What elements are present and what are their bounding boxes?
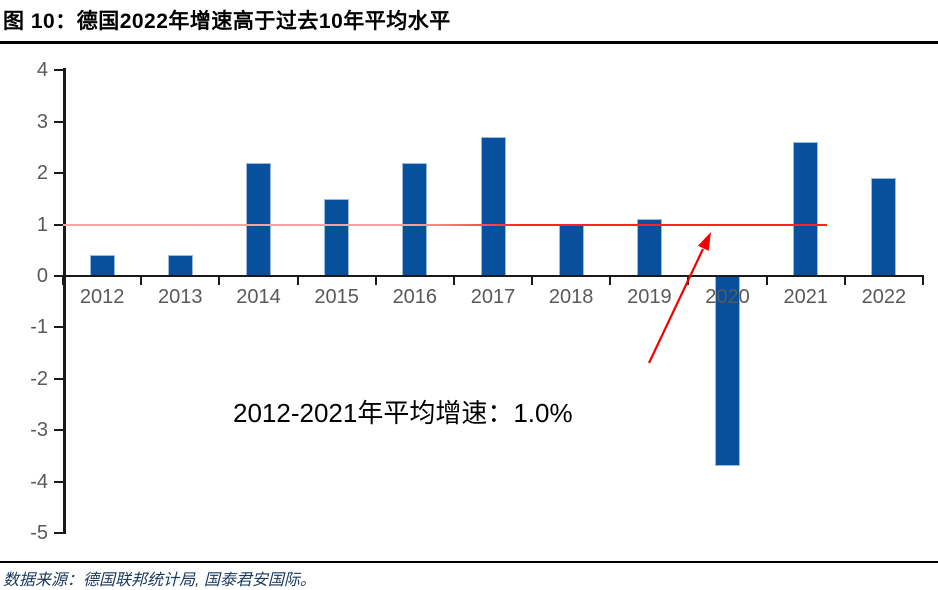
x-axis-label-2021: 2021 (783, 286, 828, 308)
bar-2018 (558, 224, 584, 276)
x-axis-label-2012: 2012 (79, 286, 125, 308)
y-axis-tick-label: -1 (30, 316, 48, 339)
x-axis-label-2018: 2018 (548, 286, 594, 308)
bar-2020 (715, 276, 741, 467)
y-axis-tick (54, 480, 64, 483)
title-divider (0, 41, 938, 44)
bar-2016 (402, 162, 428, 276)
y-axis-tick (54, 69, 64, 72)
x-axis-label-2022: 2022 (861, 286, 907, 308)
x-axis-tick (218, 276, 221, 285)
y-axis-tick-label: -4 (30, 470, 48, 493)
x-axis-label-2013: 2013 (158, 286, 203, 308)
y-axis-tick (54, 275, 64, 277)
x-axis-tick (843, 276, 846, 285)
x-axis-tick (62, 276, 64, 285)
bar-2013 (167, 255, 193, 276)
x-axis-tick (452, 276, 455, 285)
average-reference-line (63, 223, 827, 226)
y-axis-tick-label: -2 (30, 367, 48, 390)
y-axis-tick (54, 532, 64, 535)
bar-2017 (480, 137, 506, 276)
x-axis-label-2020: 2020 (705, 286, 750, 308)
data-source-note: 数据来源：德国联邦统计局, 国泰君安国际。 (3, 572, 316, 589)
y-axis-line (63, 68, 66, 534)
y-axis-tick (54, 326, 64, 329)
y-axis-tick-label: -5 (30, 522, 48, 545)
y-axis-tick-label: 0 (36, 265, 48, 287)
bar-2015 (324, 198, 350, 276)
bar-2022 (871, 178, 897, 276)
x-axis-tick (922, 276, 924, 285)
footer-divider (0, 561, 938, 563)
x-axis-tick (140, 276, 143, 285)
x-axis-label-2016: 2016 (392, 286, 438, 308)
y-axis-tick (54, 223, 64, 226)
x-axis-label-2015: 2015 (314, 286, 359, 308)
x-axis-line (63, 274, 924, 277)
bar-2019 (636, 219, 662, 276)
figure-title: 图 10：德国2022年增速高于过去10年平均水平 (3, 10, 451, 33)
x-axis-label-2017: 2017 (470, 286, 516, 308)
x-axis-tick (609, 276, 612, 285)
x-axis-tick (374, 276, 377, 285)
y-axis-tick-label: 4 (36, 59, 48, 82)
average-annotation-label: 2012-2021年平均增速：1.0% (233, 398, 573, 428)
bar-2014 (245, 162, 271, 276)
y-axis-tick (54, 377, 64, 380)
y-axis-tick-label: -3 (30, 419, 48, 442)
x-axis-tick (687, 276, 690, 285)
x-axis-label-2019: 2019 (627, 286, 672, 308)
y-axis-tick-label: 1 (36, 213, 48, 236)
y-axis-tick (54, 172, 64, 175)
bar-2021 (793, 142, 819, 276)
y-axis-tick (54, 120, 64, 123)
y-axis-tick (54, 429, 64, 432)
x-axis-tick (531, 276, 534, 285)
y-axis-tick-label: 2 (36, 162, 48, 185)
y-axis-tick-label: 3 (36, 110, 48, 133)
bar-2012 (89, 255, 115, 276)
x-axis-tick (296, 276, 299, 285)
x-axis-tick (765, 276, 768, 285)
x-axis-label-2014: 2014 (236, 286, 281, 308)
